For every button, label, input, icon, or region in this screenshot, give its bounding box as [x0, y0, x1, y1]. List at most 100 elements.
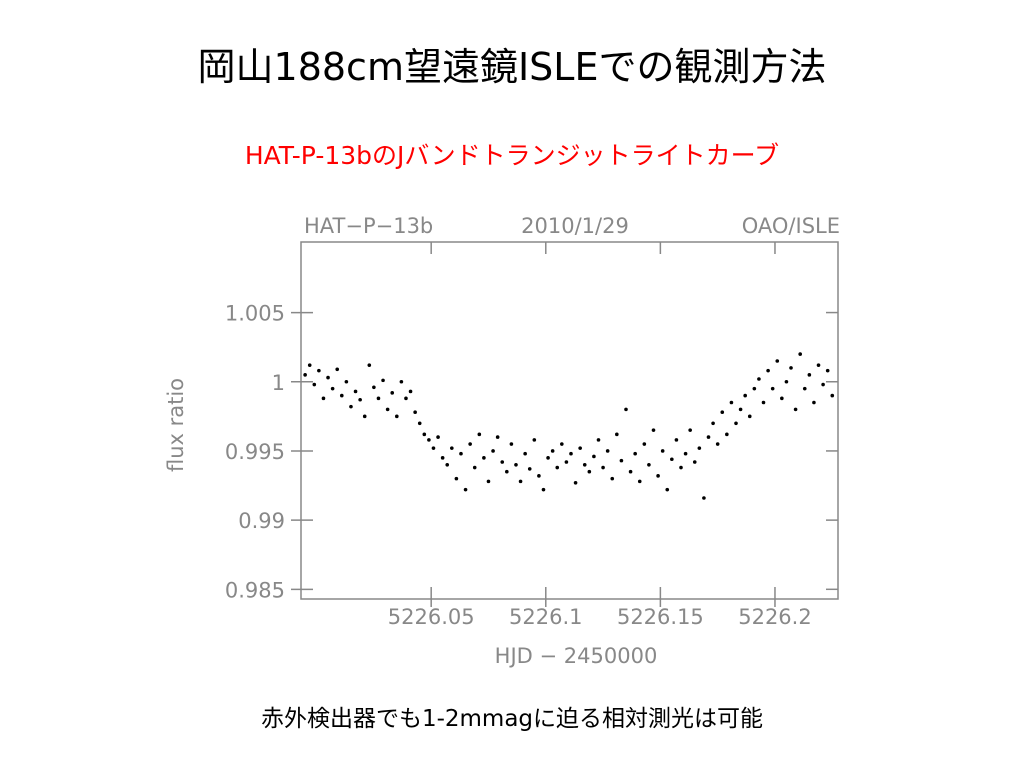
x-tick-label: 5226.1	[509, 605, 582, 629]
slide-subtitle: HAT-P-13bのJバンドトランジットライトカーブ	[245, 141, 779, 170]
data-point	[647, 462, 651, 467]
data-point	[385, 407, 390, 412]
data-point	[518, 479, 523, 484]
data-point	[509, 442, 514, 446]
slide-caption: 赤外検出器でも1-2mmagに迫る相対測光は可能	[261, 706, 763, 732]
data-point	[491, 449, 495, 453]
data-point	[307, 363, 312, 367]
data-point	[550, 449, 555, 453]
data-point	[688, 428, 692, 432]
data-point	[560, 442, 564, 446]
data-point	[752, 386, 757, 391]
data-point	[660, 449, 665, 453]
data-point	[715, 442, 720, 446]
data-point	[564, 460, 569, 464]
data-point	[486, 479, 491, 484]
data-point	[683, 451, 688, 456]
data-point	[692, 460, 697, 464]
data-point	[656, 474, 660, 478]
data-point	[555, 465, 560, 470]
data-point	[523, 451, 527, 456]
data-point	[445, 462, 450, 467]
chart-annotation: HAT−P−13b	[304, 214, 433, 238]
data-point	[482, 456, 486, 460]
data-point	[582, 462, 587, 467]
data-point	[816, 363, 821, 367]
data-point	[624, 407, 628, 412]
data-point	[330, 386, 335, 391]
data-point	[610, 476, 615, 481]
data-point	[747, 414, 752, 419]
data-point	[376, 396, 381, 401]
y-tick-label: 0.99	[238, 509, 285, 533]
y-tick-label: 1.005	[225, 302, 285, 326]
data-point	[395, 414, 399, 419]
data-point	[399, 379, 404, 384]
slide-title: 岡山188cm望遠鏡ISLEでの観測方法	[198, 45, 827, 89]
data-point	[527, 467, 532, 471]
data-point	[798, 352, 802, 356]
data-point	[500, 460, 505, 464]
y-tick-label: 0.995	[225, 440, 285, 464]
data-point	[569, 451, 573, 456]
data-point	[472, 465, 477, 470]
data-point	[615, 432, 619, 437]
data-point	[541, 487, 546, 492]
data-point	[546, 456, 550, 460]
data-point	[358, 397, 362, 402]
data-point	[738, 407, 743, 412]
x-tick-label: 5226.15	[617, 605, 704, 629]
data-point	[761, 400, 766, 405]
data-point	[679, 465, 683, 470]
data-point	[454, 476, 459, 481]
data-point	[381, 378, 385, 383]
data-point	[450, 446, 454, 450]
data-point	[353, 389, 358, 394]
data-point	[514, 462, 518, 467]
data-point	[477, 432, 482, 437]
data-point	[335, 367, 340, 372]
data-point	[404, 396, 408, 401]
data-point	[793, 407, 798, 412]
data-point	[780, 396, 784, 401]
data-point	[362, 414, 367, 419]
data-point	[468, 442, 472, 446]
data-point	[440, 456, 445, 460]
data-point	[596, 438, 601, 442]
data-point	[619, 458, 624, 463]
data-point	[706, 435, 711, 439]
y-tick-label: 0.985	[225, 578, 285, 602]
data-point	[372, 385, 376, 390]
data-point	[427, 438, 431, 442]
data-point	[390, 391, 395, 395]
data-point	[436, 435, 440, 439]
data-point	[495, 435, 500, 439]
data-point	[317, 368, 321, 373]
data-point	[697, 446, 702, 450]
data-point	[642, 442, 647, 446]
data-point	[537, 474, 541, 478]
data-point	[789, 366, 793, 370]
data-point	[459, 451, 463, 456]
x-tick-label: 5226.05	[388, 605, 475, 629]
data-point	[720, 410, 725, 414]
data-point	[592, 454, 596, 459]
data-point	[312, 382, 317, 387]
data-point	[784, 379, 789, 384]
data-point	[670, 457, 674, 462]
chart-annotation: OAO/ISLE	[742, 214, 840, 238]
chart-annotation: 2010/1/29	[521, 214, 629, 238]
data-point	[587, 469, 592, 474]
data-point	[422, 432, 427, 437]
data-point	[766, 368, 770, 373]
data-point	[770, 386, 775, 391]
data-point	[802, 386, 807, 391]
data-point	[463, 487, 468, 492]
data-point	[573, 480, 578, 485]
x-tick-label: 5226.2	[738, 605, 811, 629]
data-point	[734, 421, 738, 426]
data-point	[825, 368, 830, 373]
data-point	[413, 410, 417, 414]
data-point	[303, 373, 307, 377]
data-point	[431, 446, 436, 450]
